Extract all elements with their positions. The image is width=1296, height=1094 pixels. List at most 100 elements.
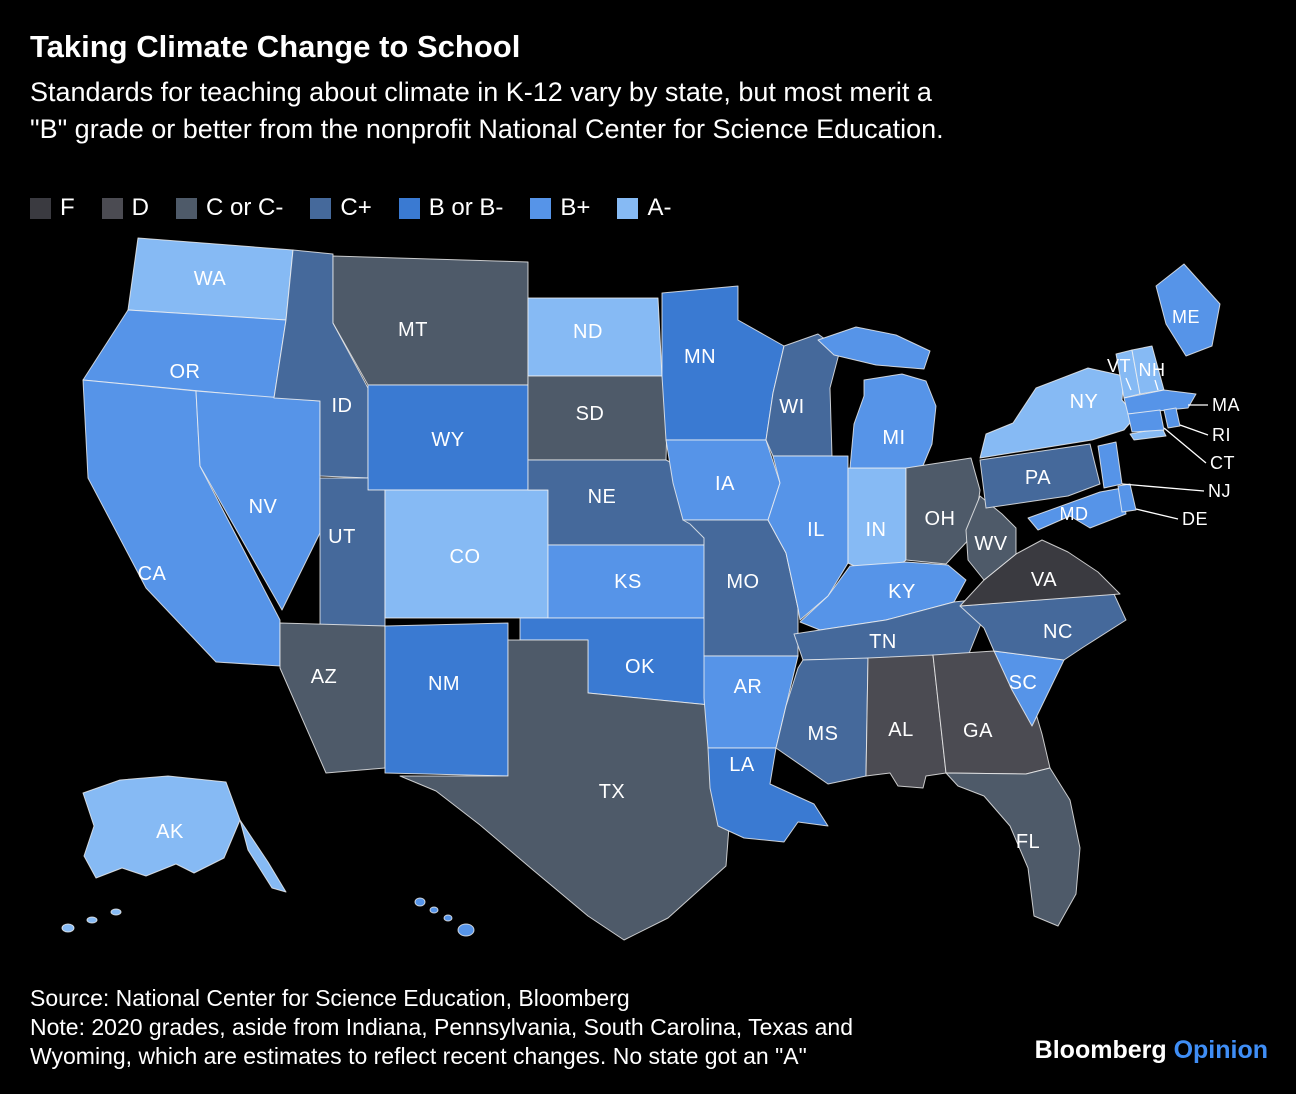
state-label-wi: WI bbox=[779, 396, 804, 418]
state-label-nm: NM bbox=[428, 673, 460, 695]
state-label-ky: KY bbox=[888, 581, 916, 603]
legend-label-b-or-b-minus: B or B- bbox=[428, 194, 504, 221]
leader-line-nj bbox=[1121, 483, 1205, 492]
legend-label-f: F bbox=[60, 194, 75, 221]
leader-line-vt bbox=[1125, 377, 1132, 391]
state-label-al: AL bbox=[888, 719, 913, 741]
bloomberg-wordmark: Bloomberg bbox=[1034, 1036, 1167, 1064]
state-shape-wv bbox=[965, 495, 1017, 581]
state-label-sc: SC bbox=[1009, 672, 1038, 694]
hi-island-1 bbox=[414, 897, 426, 907]
state-shape-nm bbox=[384, 622, 509, 777]
ak-island-2 bbox=[86, 916, 98, 924]
state-label-md: MD bbox=[1060, 504, 1089, 524]
callout-label-ri: RI bbox=[1212, 425, 1231, 445]
callout-label-ct: CT bbox=[1210, 453, 1235, 473]
callout-label-ma: MA bbox=[1212, 395, 1240, 415]
state-shape-tx bbox=[399, 639, 733, 941]
legend-label-c-or-c-minus: C or C- bbox=[206, 194, 284, 221]
subtitle-line-1: Standards for teaching about climate in … bbox=[30, 77, 932, 107]
legend-item-c-or-c-minus: C or C- bbox=[176, 194, 283, 222]
state-label-ks: KS bbox=[614, 571, 642, 593]
legend-swatch-b-plus bbox=[530, 197, 552, 219]
leader-line-de bbox=[1135, 508, 1179, 520]
state-label-ar: AR bbox=[734, 676, 763, 698]
state-label-co: CO bbox=[450, 546, 481, 568]
state-label-mi: MI bbox=[882, 427, 905, 449]
state-shape-ak bbox=[82, 775, 287, 893]
footer: Source: National Center for Science Educ… bbox=[30, 984, 853, 1071]
state-label-ut: UT bbox=[328, 526, 356, 548]
state-label-vt: VT bbox=[1107, 356, 1131, 376]
legend-item-f: F bbox=[30, 194, 75, 222]
state-label-ca: CA bbox=[138, 563, 167, 585]
map-container: WA OR CA NV ID MT WY UT CO AZ NM ND SD N… bbox=[28, 228, 1268, 968]
legend-item-a-minus: A- bbox=[617, 194, 671, 222]
state-label-ms: MS bbox=[808, 723, 839, 745]
legend-swatch-f bbox=[30, 197, 51, 219]
legend-item-d: D bbox=[101, 194, 150, 222]
state-shape-ri bbox=[1163, 407, 1181, 429]
state-shape-mn bbox=[661, 285, 785, 441]
state-label-ne: NE bbox=[588, 486, 617, 508]
state-label-me: ME bbox=[1172, 307, 1200, 327]
hi-island-4 bbox=[457, 923, 475, 937]
state-label-tn: TN bbox=[869, 631, 897, 653]
state-shape-mt bbox=[332, 255, 529, 386]
us-choropleth-map: WA OR CA NV ID MT WY UT CO AZ NM ND SD N… bbox=[61, 237, 1240, 941]
state-shape-va bbox=[959, 539, 1121, 607]
ak-island-1 bbox=[61, 923, 75, 933]
state-label-ak: AK bbox=[156, 821, 184, 843]
note-line-2: Wyoming, which are estimates to reflect … bbox=[30, 1043, 807, 1069]
callout-label-de: DE bbox=[1182, 509, 1208, 529]
hi-island-3 bbox=[443, 914, 453, 922]
state-shape-nc bbox=[959, 593, 1127, 661]
state-label-ga: GA bbox=[963, 720, 993, 742]
state-shape-pa bbox=[979, 443, 1101, 509]
state-shape-me bbox=[1155, 263, 1221, 357]
legend-label-d: D bbox=[131, 194, 150, 221]
state-label-id: ID bbox=[332, 395, 353, 417]
state-label-fl: FL bbox=[1016, 831, 1040, 853]
state-label-nc: NC bbox=[1043, 621, 1073, 643]
chart-header: Taking Climate Change to School Standard… bbox=[30, 28, 944, 148]
legend-swatch-d bbox=[101, 197, 123, 219]
state-shape-md bbox=[1027, 487, 1127, 531]
state-shape-ct bbox=[1127, 409, 1165, 433]
state-label-la: LA bbox=[729, 754, 755, 776]
state-label-az: AZ bbox=[311, 666, 338, 688]
opinion-wordmark: Opinion bbox=[1173, 1036, 1268, 1064]
chart-subtitle: Standards for teaching about climate in … bbox=[30, 74, 944, 148]
state-label-il: IL bbox=[807, 519, 825, 541]
state-label-va: VA bbox=[1031, 569, 1057, 591]
state-label-sd: SD bbox=[576, 403, 605, 425]
callout-label-nj: NJ bbox=[1208, 481, 1231, 501]
note-line-1: Note: 2020 grades, aside from Indiana, P… bbox=[30, 1014, 853, 1040]
state-label-ia: IA bbox=[715, 473, 735, 495]
state-label-oh: OH bbox=[925, 508, 956, 530]
subtitle-line-2: "B" grade or better from the nonprofit N… bbox=[30, 114, 944, 144]
state-shape-mi bbox=[817, 326, 937, 469]
legend-label-b-plus: B+ bbox=[560, 194, 591, 221]
state-shape-az bbox=[279, 622, 386, 774]
legend-swatch-b-or-b-minus bbox=[398, 197, 420, 219]
leader-line-ct bbox=[1163, 427, 1207, 464]
legend-swatch-c-plus bbox=[310, 197, 332, 219]
leader-line-nh bbox=[1154, 379, 1159, 391]
state-label-mt: MT bbox=[398, 319, 428, 341]
legend-item-b-or-b-minus: B or B- bbox=[398, 194, 504, 222]
state-shape-la bbox=[707, 747, 829, 843]
legend-item-b-plus: B+ bbox=[530, 194, 590, 222]
state-label-or: OR bbox=[170, 361, 201, 383]
state-label-nd: ND bbox=[573, 321, 603, 343]
state-label-mn: MN bbox=[684, 346, 716, 368]
state-label-in: IN bbox=[866, 519, 887, 541]
bloomberg-opinion-logo: Bloomberg Opinion bbox=[1035, 1036, 1268, 1065]
state-label-ok: OK bbox=[625, 656, 655, 678]
state-label-wv: WV bbox=[974, 533, 1007, 555]
ak-island-3 bbox=[110, 908, 122, 916]
source-line: Source: National Center for Science Educ… bbox=[30, 985, 630, 1011]
state-shape-nj bbox=[1097, 441, 1123, 489]
legend-label-c-plus: C+ bbox=[340, 194, 372, 221]
